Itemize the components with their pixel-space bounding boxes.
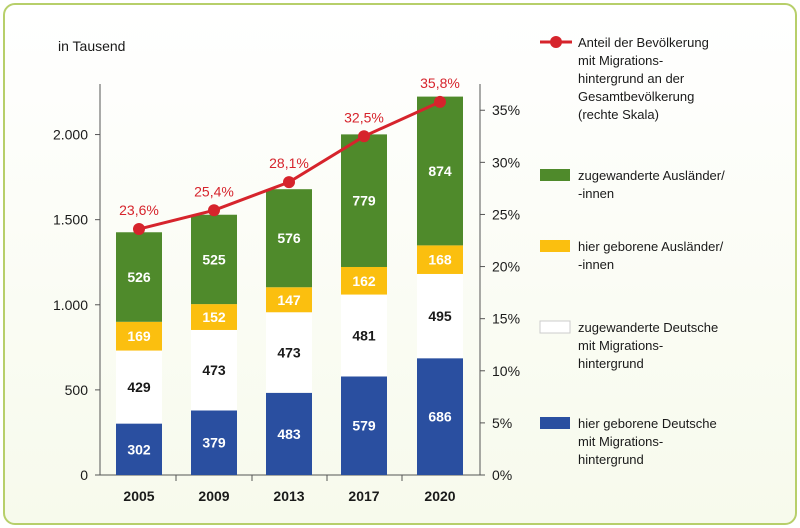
legend-bar-label: -innen bbox=[578, 257, 614, 272]
bar-value-label: 525 bbox=[202, 251, 226, 267]
bar-value-label: 686 bbox=[428, 409, 452, 425]
bar-segment bbox=[191, 214, 237, 305]
line-data-label: 35,8% bbox=[420, 75, 460, 91]
bar-segment bbox=[191, 329, 237, 411]
bar-segment bbox=[116, 232, 162, 322]
bar-value-label: 429 bbox=[127, 379, 151, 395]
bar-value-label: 169 bbox=[127, 328, 151, 344]
bar-segment bbox=[266, 287, 312, 313]
bar-segment bbox=[191, 304, 237, 330]
right-axis-tick-label: 10% bbox=[492, 363, 520, 379]
bar-value-label: 874 bbox=[428, 163, 452, 179]
line-point bbox=[283, 176, 295, 189]
bar-segment bbox=[417, 245, 463, 274]
bar-segment bbox=[341, 294, 387, 377]
legend: Anteil der Bevölkerung mit Migrations-hin… bbox=[539, 35, 725, 467]
legend-bar-label: hintergrund bbox=[578, 452, 644, 467]
bar-value-label: 473 bbox=[202, 362, 226, 378]
legend-bar-label: zugewanderte Deutsche bbox=[578, 320, 718, 335]
line-point bbox=[434, 95, 446, 108]
bar-segment bbox=[341, 376, 387, 475]
line-point bbox=[358, 130, 370, 143]
bar-value-label: 579 bbox=[352, 418, 376, 434]
legend-bar-label: zugewanderte Ausländer/ bbox=[578, 168, 725, 183]
bar-value-label: 576 bbox=[277, 230, 301, 246]
line-data-label: 25,4% bbox=[194, 183, 234, 199]
right-axis-tick-label: 5% bbox=[492, 415, 512, 431]
bar-value-label: 473 bbox=[277, 345, 301, 361]
bar-value-label: 152 bbox=[202, 309, 226, 325]
line-point bbox=[133, 223, 145, 236]
legend-bar-label: -innen bbox=[578, 186, 614, 201]
bar-value-label: 302 bbox=[127, 441, 151, 457]
legend-bar-swatch bbox=[539, 320, 571, 334]
legend-bar-label: hintergrund bbox=[578, 356, 644, 371]
bar-value-label: 379 bbox=[202, 435, 226, 451]
x-axis-tick-label: 2017 bbox=[348, 488, 379, 504]
bar-segment bbox=[417, 358, 463, 475]
x-axis-tick-label: 2009 bbox=[198, 488, 229, 504]
bar-segment bbox=[266, 392, 312, 475]
bar-segment bbox=[341, 134, 387, 267]
bar-value-label: 162 bbox=[352, 273, 376, 289]
left-axis-tick-label: 500 bbox=[65, 382, 89, 398]
line-point bbox=[208, 204, 220, 217]
legend-bar-label: hier geborene Deutsche bbox=[578, 416, 717, 431]
plot-area: 0 500 1.000 1.500 2.000 0% 5% 10% 15% 20% 25% 30% 35… bbox=[53, 75, 520, 504]
legend-line-label: hintergrund an der bbox=[578, 71, 685, 86]
unit-label: in Tausend bbox=[58, 38, 125, 54]
x-axis-tick-label: 2013 bbox=[273, 488, 304, 504]
right-axis-tick-label: 35% bbox=[492, 102, 520, 118]
legend-bar-swatch bbox=[540, 169, 570, 181]
bar-value-label: 168 bbox=[428, 252, 452, 268]
bar-segment bbox=[191, 410, 237, 475]
bar-value-label: 526 bbox=[127, 269, 151, 285]
right-axis-tick-label: 0% bbox=[492, 467, 512, 483]
bar-segment bbox=[116, 321, 162, 351]
legend-line-marker bbox=[550, 36, 562, 48]
legend-line-label: Anteil der Bevölkerung bbox=[578, 35, 709, 50]
bar-value-label: 147 bbox=[277, 292, 301, 308]
bar-value-label: 481 bbox=[352, 328, 376, 344]
left-axis-tick-label: 1.000 bbox=[53, 297, 88, 313]
legend-line-label: mit Migrations- bbox=[578, 53, 663, 68]
legend-line-label: (rechte Skala) bbox=[578, 107, 659, 122]
line-data-label: 28,1% bbox=[269, 155, 309, 171]
bar-value-label: 779 bbox=[352, 193, 376, 209]
right-axis-tick-label: 15% bbox=[492, 311, 520, 327]
legend-bar-swatch bbox=[540, 240, 570, 252]
bar-segment bbox=[341, 266, 387, 295]
line-data-label: 23,6% bbox=[119, 202, 159, 218]
bar-segment bbox=[417, 96, 463, 246]
bar-segment bbox=[266, 189, 312, 288]
bar-segment bbox=[266, 312, 312, 393]
legend-bar-label: mit Migrations- bbox=[578, 434, 663, 449]
legend-line-label: Gesamtbevölkerung bbox=[578, 89, 694, 104]
bar-segment bbox=[116, 350, 162, 424]
right-axis-tick-label: 25% bbox=[492, 206, 520, 222]
legend-bar-label: mit Migrations- bbox=[578, 338, 663, 353]
bar-value-label: 483 bbox=[277, 426, 301, 442]
right-axis-tick-label: 30% bbox=[492, 154, 520, 170]
left-axis-tick-label: 2.000 bbox=[53, 127, 88, 143]
line-data-label: 32,5% bbox=[344, 109, 384, 125]
bar-value-label: 495 bbox=[428, 308, 452, 324]
x-axis-tick-label: 2005 bbox=[123, 488, 154, 504]
legend-bar-label: hier geborene Ausländer/ bbox=[578, 239, 724, 254]
left-axis-tick-label: 0 bbox=[80, 467, 88, 483]
bar-segment bbox=[116, 423, 162, 475]
x-axis-tick-label: 2020 bbox=[424, 488, 455, 504]
legend-bar-swatch bbox=[540, 417, 570, 429]
right-axis-tick-label: 20% bbox=[492, 259, 520, 275]
bar-segment bbox=[417, 273, 463, 359]
left-axis-tick-label: 1.500 bbox=[53, 212, 88, 228]
